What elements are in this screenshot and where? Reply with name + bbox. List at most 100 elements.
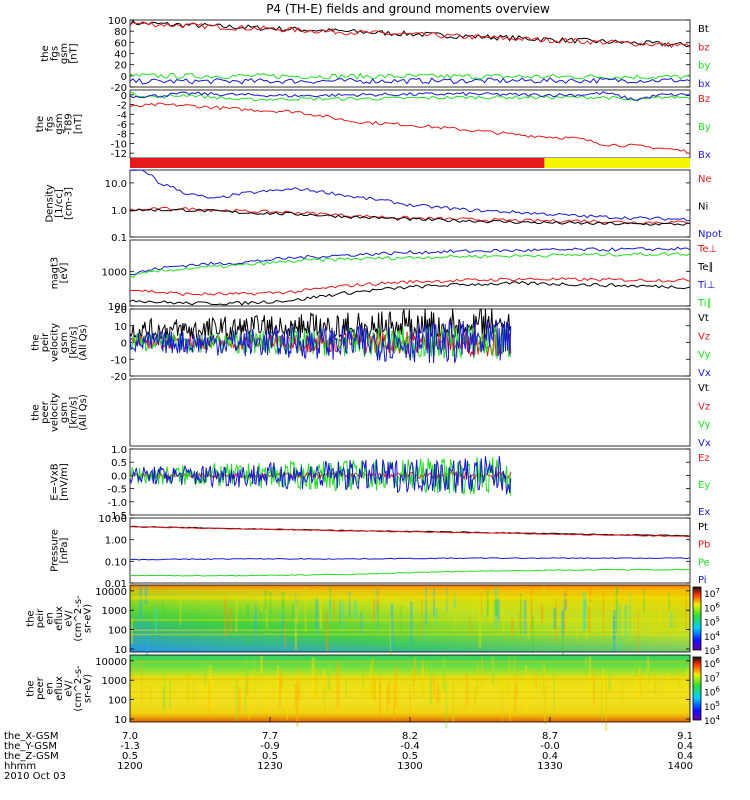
spectrogram-texture [491,655,495,684]
legend-entry: Vz [698,331,710,342]
spectrogram-band [130,633,690,636]
y-axis-label: gsm [59,402,70,423]
colorbar-frame [692,586,702,651]
y-tick-label: 1.00 [105,536,127,547]
y-axis-label: [nT] [68,43,79,63]
spectrogram-texture [615,586,619,633]
spectrogram-texture [378,682,382,716]
spectrogram-texture [374,680,377,696]
spectrogram-texture [294,605,298,650]
colorbar-tick-label: 104 [704,714,720,727]
spectrogram-texture [269,591,272,625]
spectrogram-texture [394,666,398,708]
y-tick-label: -20 [111,83,127,94]
spectrogram-texture [555,601,558,642]
spectrogram-texture [410,601,413,644]
spectrogram-texture [296,680,299,727]
y-tick-label: 100 [108,626,127,637]
spectrogram-texture [348,592,351,618]
spectrogram-texture [688,667,691,689]
y-axis-label: gsm [59,332,70,353]
panel-10: thepeerenefluxeV/(cm^2-s-sr-eV)106107106… [26,654,720,731]
footer-value: 8.7 [542,731,558,742]
legend-entry: Vt [698,313,709,324]
spectrogram-texture [294,600,297,638]
spectrogram-texture [425,587,427,624]
series-line-Pe [129,568,691,577]
y-tick-label: 10.0 [105,179,127,190]
spectrogram-texture [523,598,526,632]
spectrogram-texture [446,587,448,613]
spectrogram-texture [326,610,329,652]
footer-value: 1200 [117,761,142,772]
y-axis-label: [1/cc] [54,189,65,218]
spectrogram-overlay [130,585,690,652]
y-tick-label: -0.5 [107,485,127,496]
spectrogram-texture [613,609,616,653]
spectrogram-texture [454,606,457,627]
y-axis-label: the [26,610,37,626]
y-axis-label: [nPa] [59,537,70,563]
spectrogram-texture [647,657,650,687]
footer-value: -0.0 [540,741,560,752]
y-tick-label: 100 [108,696,127,707]
spectrogram-texture [634,676,638,698]
spectrogram-texture [373,677,377,701]
y-tick-label: -8 [117,130,127,141]
spectrogram-texture [600,687,602,717]
y-tick-label: 0 [121,339,127,350]
spectrogram-texture [494,599,497,616]
y-axis-label: peer [35,676,46,700]
y-axis-label: fgs [45,116,56,131]
spectrogram-texture [497,597,500,622]
y-axis-label: eflux [54,606,65,631]
panel-frame [129,89,691,159]
y-axis-label: magt3 [49,257,60,290]
series-line-Vx [129,319,512,364]
spectrogram-band [130,697,690,699]
spectrogram-texture [588,655,591,696]
y-axis-label: [eV] [59,263,70,284]
legend-entry: Pb [698,540,710,551]
series-line-Npot [129,169,691,222]
series-line-Ex [129,456,512,495]
y-axis-label: Pressure [49,529,60,572]
spectrogram-texture [162,602,165,617]
spectrogram-texture [296,605,299,624]
series-line-By [129,92,691,102]
colorbar-tick-label: 106 [704,686,720,699]
spectrogram-texture [393,684,396,721]
panel-frame [129,517,691,584]
legend-entry: bz [698,42,710,53]
spectrogram-texture [254,615,257,632]
spectrogram-texture [294,684,298,708]
spectrogram-texture [624,605,628,639]
spectrogram-texture [677,669,680,688]
spectrogram-texture [530,587,533,633]
spectrogram-texture [371,658,374,698]
y-tick-label: 10 [114,645,127,656]
spectrogram-texture [426,660,428,676]
spectrogram-texture [140,659,143,705]
spectrogram-texture [411,668,415,687]
y-axis-label: [km/s] [68,326,79,358]
footer-value: -0.4 [400,741,420,752]
footer-value: 0.5 [402,751,418,762]
spectrogram-texture [377,605,379,631]
y-tick-label: -1.5 [107,511,127,522]
spectrogram-texture [665,673,669,696]
y-axis-label: eV/ [64,680,75,697]
spectrogram-texture [316,597,319,635]
spectrogram-texture [362,663,364,689]
spectrogram-texture [652,611,655,639]
y-tick-label: 1000 [102,606,127,617]
spectrogram-band [130,619,690,621]
y-axis-label: eflux [54,676,65,701]
footer-value: 1400 [668,761,693,772]
spectrogram-texture [139,585,142,633]
spectrogram-texture [492,657,494,683]
spectrogram-texture [170,681,172,699]
